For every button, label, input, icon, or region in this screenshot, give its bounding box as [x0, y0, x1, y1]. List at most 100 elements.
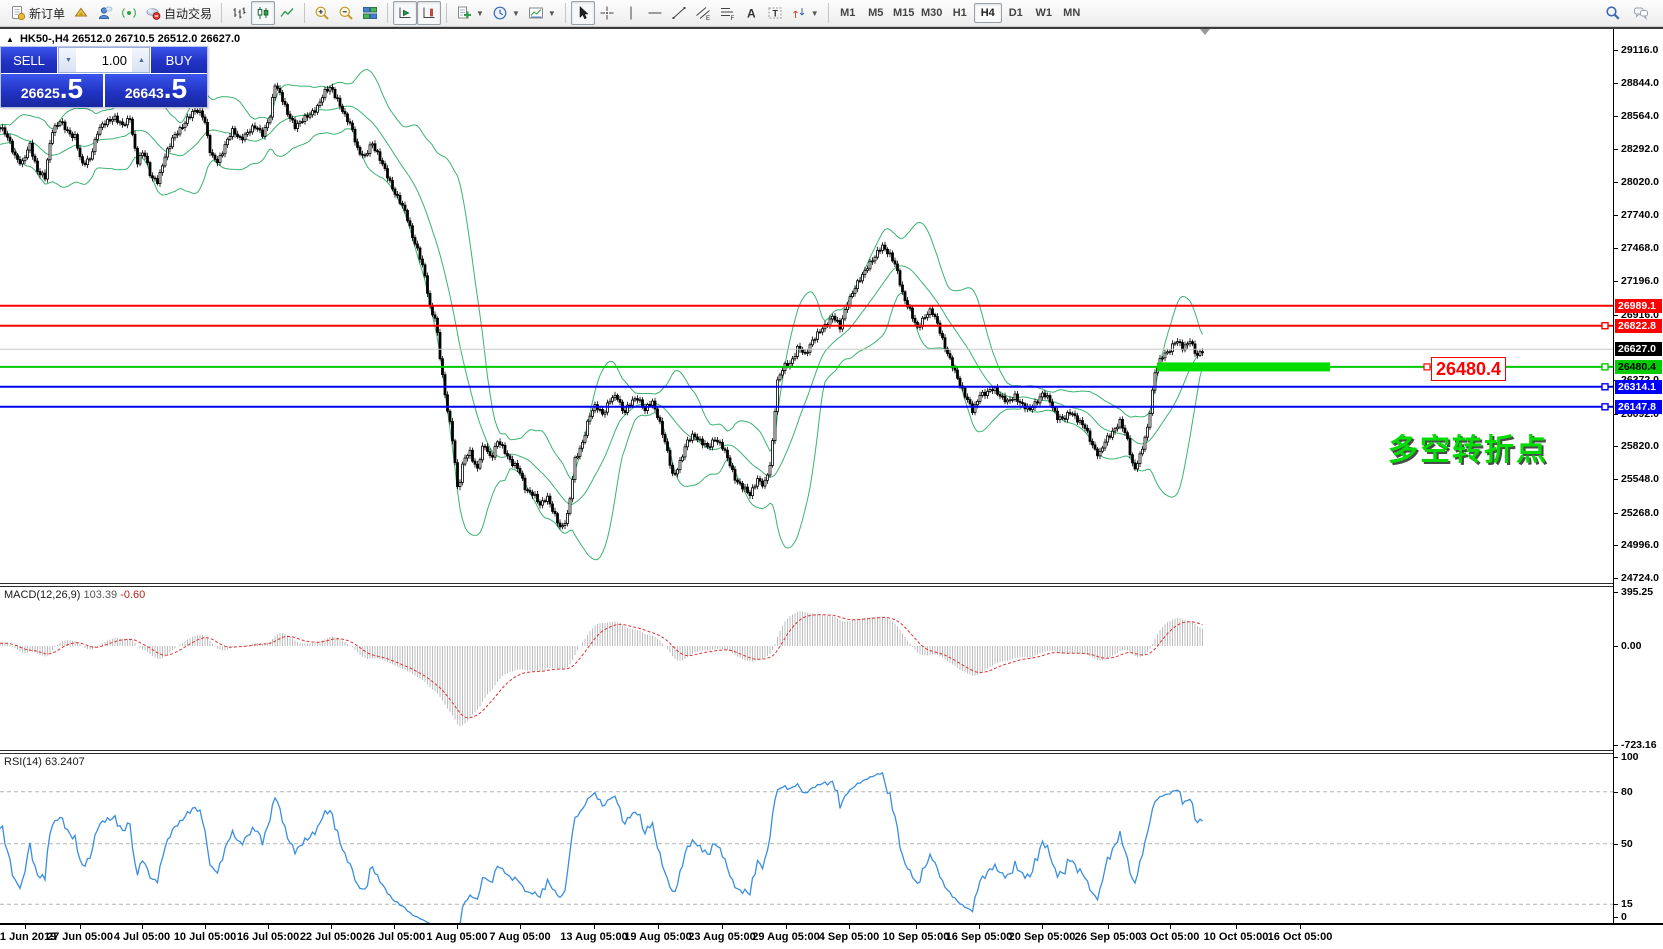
timeframe-mn-button[interactable]: MN	[1058, 3, 1086, 23]
macd-tick	[1614, 744, 1618, 746]
cursor-button[interactable]	[570, 1, 595, 25]
line-drag-handles[interactable]	[1601, 322, 1609, 411]
timeframe-h1-button[interactable]: H1	[946, 3, 974, 23]
new-order-button-label: 新订单	[29, 6, 66, 21]
main-price-chart	[0, 69, 1613, 561]
volume-input[interactable]	[76, 48, 132, 72]
rsi-value: 63.2407	[44, 756, 85, 768]
time-tick	[457, 925, 458, 929]
toolbar-separator	[446, 3, 448, 23]
zoom-in-button[interactable]	[310, 1, 334, 25]
toolbar-separator	[387, 3, 389, 23]
support-highlight-bar[interactable]	[1157, 362, 1330, 372]
buy-button[interactable]: BUY	[151, 47, 207, 73]
vertical-line-icon	[623, 5, 639, 21]
timeframe-m5-button[interactable]: M5	[862, 3, 890, 23]
templates-button[interactable]: ▼	[524, 1, 560, 25]
price-tick	[1614, 149, 1618, 151]
price-level-label-box[interactable]: 26480.4	[1431, 357, 1506, 381]
sell-price-tile[interactable]: 26625.5	[1, 74, 103, 107]
templates-icon	[528, 5, 544, 21]
rsi-level-lines	[0, 791, 1613, 905]
arrows-icon	[791, 5, 807, 21]
volume-increase-button[interactable]: ▲	[132, 48, 149, 72]
indicators-button[interactable]: ▼	[452, 1, 488, 25]
candlesticks	[0, 82, 1204, 530]
text-button[interactable]: A	[739, 1, 763, 25]
vertical-line-button[interactable]	[619, 1, 643, 25]
trendline-button[interactable]	[667, 1, 691, 25]
pane-separator[interactable]	[0, 750, 1613, 754]
tile-windows-button[interactable]	[358, 1, 382, 25]
arrows-button[interactable]: ▼	[787, 1, 823, 25]
time-tick-label: 13 Aug 05:00	[560, 931, 628, 943]
price-tag: 26989.1	[1615, 298, 1662, 313]
timeframe-m1-button[interactable]: M1	[834, 3, 862, 23]
timeframe-m15-button[interactable]: M15	[890, 3, 918, 23]
buy-price-tile[interactable]: 26643.5	[105, 74, 207, 107]
periods-button[interactable]: ▼	[488, 1, 524, 25]
new-order-button[interactable]: 新订单	[6, 1, 69, 25]
rsi-tick	[1614, 917, 1618, 918]
timeframe-m30-button[interactable]: M30	[918, 3, 946, 23]
auto-scroll-button[interactable]	[393, 1, 418, 25]
bar-chart-button[interactable]	[227, 1, 251, 25]
time-tick	[1170, 925, 1171, 929]
search-button[interactable]	[1601, 1, 1625, 25]
time-tick	[1108, 925, 1109, 929]
pane-separator[interactable]	[0, 583, 1613, 587]
chart-plot-area[interactable]: ▲ HK50-,H4 26512.0 26710.5 26512.0 26627…	[0, 29, 1613, 923]
chevron-down-icon: ▼	[810, 8, 819, 18]
time-tick	[849, 925, 850, 929]
channel-button[interactable]: E	[691, 1, 715, 25]
crosshair-button[interactable]	[595, 1, 619, 25]
text-label-icon: T	[767, 5, 783, 21]
turning-point-annotation[interactable]: 多空转折点	[1388, 433, 1548, 468]
chart-shift-button[interactable]	[417, 1, 442, 25]
buy-price-fraction: .5	[163, 73, 188, 104]
price-box-handle[interactable]	[1423, 363, 1431, 371]
fibonacci-button[interactable]: F	[715, 1, 739, 25]
zoom-out-button[interactable]	[334, 1, 358, 25]
quotes-button[interactable]	[69, 1, 93, 25]
time-tick-label: 19 Aug 05:00	[624, 931, 692, 943]
collapse-arrow-icon[interactable]: ▲	[6, 35, 14, 44]
price-tag: 26627.0	[1615, 342, 1662, 357]
price-tick	[1614, 314, 1618, 316]
tile-windows-icon	[362, 5, 378, 21]
price-tick	[1614, 116, 1618, 118]
chart-shift-marker-icon[interactable]	[1200, 29, 1210, 35]
rsi-tick-label: 100	[1621, 751, 1639, 763]
autotrade-icon	[145, 5, 161, 21]
timeframe-w1-button[interactable]: W1	[1030, 3, 1058, 23]
channel-icon: E	[695, 5, 711, 21]
volume-decrease-button[interactable]: ▼	[59, 48, 76, 72]
auto-trading-button[interactable]: 自动交易	[141, 1, 216, 25]
window-frame-line	[0, 27, 1663, 29]
price-tick-label: 25820.0	[1621, 440, 1659, 453]
rsi-line	[0, 771, 1203, 923]
time-axis[interactable]: 21 Jun 2019 27 Jun 05:00 4 Jul 05:00 10 Jul…	[0, 923, 1663, 949]
price-axis[interactable]: 29116.0 28844.0 28564.0 28292.0 28020.0 27740…	[1613, 29, 1663, 923]
bollinger-bands[interactable]	[0, 69, 1203, 561]
time-tick-label: 20 Sep 05:00	[1008, 931, 1076, 943]
chat-button[interactable]	[1629, 1, 1653, 25]
price-tick-label: 24996.0	[1621, 539, 1659, 552]
signal-button[interactable]	[117, 1, 141, 25]
auto-trading-button-label: 自动交易	[164, 6, 213, 21]
price-tick	[1614, 545, 1618, 547]
horizontal-line-button[interactable]	[643, 1, 667, 25]
time-tick	[1236, 925, 1237, 929]
timeframe-h4-button[interactable]: H4	[973, 3, 1002, 23]
line-chart-button[interactable]	[275, 1, 299, 25]
horizontal-level-lines[interactable]	[0, 304, 1613, 408]
candle-chart-icon	[255, 5, 271, 21]
candle-chart-button[interactable]	[251, 1, 276, 25]
text-label-button[interactable]: T	[763, 1, 787, 25]
sell-button[interactable]: SELL	[1, 47, 57, 73]
chart-title: ▲ HK50-,H4 26512.0 26710.5 26512.0 26627…	[6, 33, 240, 45]
price-tick-label: 25268.0	[1621, 506, 1659, 519]
time-tick	[25, 925, 26, 929]
profile-button[interactable]	[93, 1, 117, 25]
timeframe-d1-button[interactable]: D1	[1002, 3, 1030, 23]
